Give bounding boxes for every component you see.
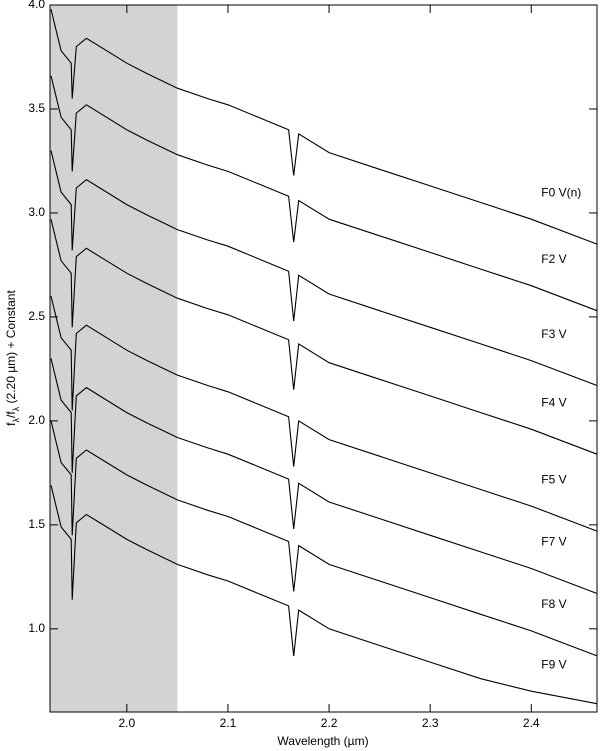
y-tick-label: 4.0: [28, 0, 45, 11]
x-tick-label: 2.0: [118, 716, 135, 730]
y-tick-label: 1.5: [28, 517, 45, 531]
y-axis-label: fλ/fλ (2.20 µm) + Constant: [4, 290, 21, 426]
y-tick-label: 2.5: [28, 309, 45, 323]
shaded-region: [50, 5, 178, 712]
spectrum-line: [50, 420, 598, 657]
y-tick-label: 3.5: [28, 101, 45, 115]
series-label: F3 V: [541, 327, 566, 341]
x-tick-label: 2.3: [422, 716, 439, 730]
x-tick-label: 2.2: [321, 716, 338, 730]
series-label: F2 V: [541, 252, 566, 266]
spectrum-line: [50, 9, 598, 245]
y-tick-label: 2.0: [28, 413, 45, 427]
spectrum-line: [50, 295, 598, 532]
spectrum-line: [50, 219, 598, 455]
plot-frame: [49, 4, 598, 713]
y-tick-label: 1.0: [28, 621, 45, 635]
y-axis-label-part: /f: [4, 411, 18, 418]
series-label: F9 V: [541, 657, 566, 671]
x-tick-label: 2.4: [523, 716, 540, 730]
series-label: F5 V: [541, 472, 566, 486]
spectrum-line: [50, 75, 598, 312]
y-axis-label-part: f: [4, 422, 18, 426]
y-tick-label: 3.0: [28, 205, 45, 219]
spectrum-line: [50, 485, 598, 705]
y-axis-label-part: λ: [11, 406, 21, 411]
series-label: F4 V: [541, 395, 566, 409]
series-label: F7 V: [541, 535, 566, 549]
x-axis-label: Wavelength (µm): [277, 734, 368, 748]
y-axis-label-part: λ: [11, 417, 21, 422]
series-label: F8 V: [541, 597, 566, 611]
spectrum-line: [50, 358, 598, 595]
x-tick-label: 2.1: [220, 716, 237, 730]
y-axis-label-part: (2.20 µm) + Constant: [4, 290, 18, 407]
series-label: F0 V(n): [541, 185, 581, 199]
spectrum-line: [50, 150, 598, 387]
